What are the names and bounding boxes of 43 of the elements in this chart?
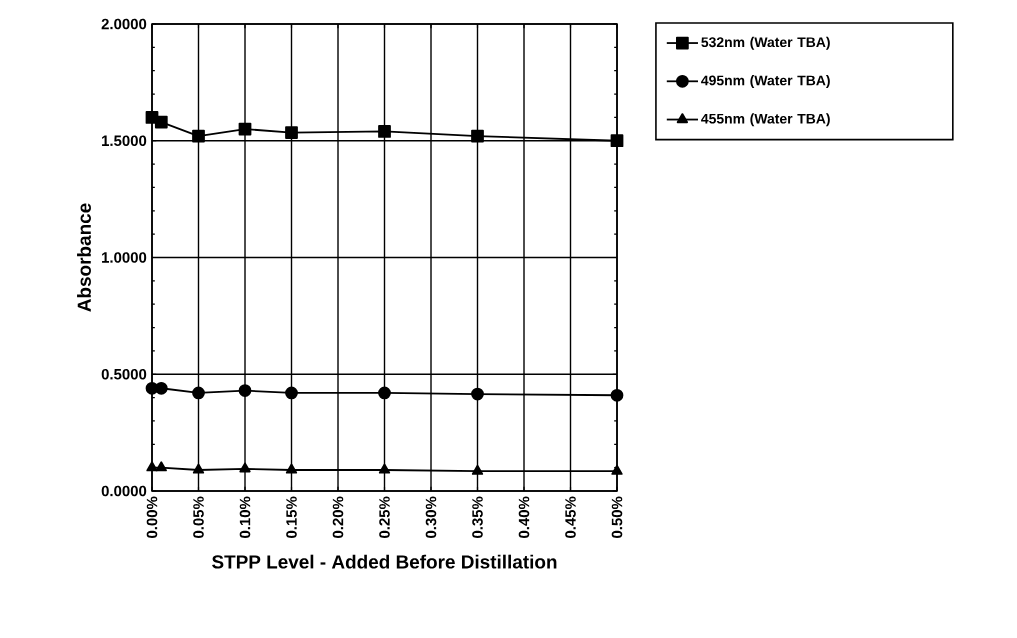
- x-tick-label: 0.25%: [379, 496, 390, 538]
- y-tick-label: 0.0000: [101, 485, 147, 497]
- y-axis-title: Absorbance: [77, 203, 91, 312]
- point: [285, 463, 298, 474]
- point: [192, 386, 205, 400]
- point: [192, 129, 205, 143]
- point: [471, 387, 484, 401]
- x-tick-label: 0.30%: [425, 496, 437, 538]
- point: [610, 388, 624, 402]
- point: [239, 462, 251, 473]
- y-tick-label: 2.0000: [101, 18, 147, 30]
- point: [285, 386, 298, 400]
- point: [238, 122, 252, 136]
- point: [610, 134, 624, 148]
- point: [155, 461, 167, 472]
- point: [611, 464, 623, 475]
- point: [285, 126, 298, 139]
- x-tick-label: 0.05%: [193, 496, 204, 538]
- legend-label: 495nm (Water TBA): [701, 75, 830, 89]
- legend-label: 455nm (Water TBA): [701, 113, 830, 127]
- x-tick-label: 0.10%: [239, 496, 251, 538]
- x-axis-title: STPP Level - Added Before Distillation: [212, 554, 557, 569]
- x-tick-label: 0.45%: [565, 496, 576, 538]
- x-tick-label: 0.00%: [146, 496, 158, 538]
- point: [154, 115, 168, 129]
- x-tick-label: 0.35%: [472, 496, 483, 538]
- y-tick-label: 0.5000: [101, 368, 147, 380]
- point: [238, 384, 252, 397]
- point: [378, 386, 391, 400]
- x-tick-label: 0.40%: [518, 496, 530, 538]
- y-tick-label: 1.0000: [102, 252, 147, 263]
- point: [471, 464, 484, 475]
- x-tick-label: 0.20%: [332, 496, 344, 538]
- point: [471, 129, 484, 143]
- point: [154, 381, 168, 395]
- point: [378, 463, 391, 474]
- point: [146, 461, 158, 472]
- legend-label: 532nm (Water TBA): [701, 36, 830, 50]
- point: [192, 463, 205, 474]
- point: [378, 125, 391, 138]
- x-tick-label: 0.50%: [611, 496, 623, 538]
- y-tick-label: 1.5000: [102, 135, 147, 147]
- x-tick-label: 0.15%: [286, 496, 297, 538]
